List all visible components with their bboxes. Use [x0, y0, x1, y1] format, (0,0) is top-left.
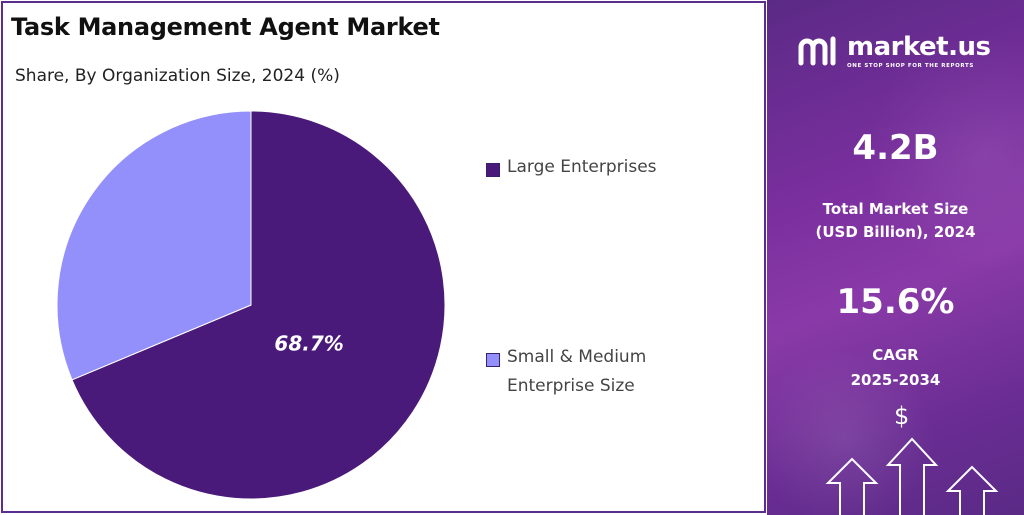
dollar-symbol: $	[894, 402, 910, 430]
info-panel: market.us ONE STOP SHOP FOR THE REPORTS …	[767, 0, 1024, 515]
cagr-label-line1: CAGR	[872, 346, 919, 364]
legend-item-large-enterprises: Large Enterprises	[486, 157, 687, 182]
legend-swatch-large-enterprises	[486, 163, 500, 177]
dollar-icon: $	[894, 402, 909, 430]
pie-slice-small-medium	[56, 110, 252, 381]
market-us-logo-icon	[798, 36, 836, 66]
market-size-label-line2: (USD Billion), 2024	[815, 223, 976, 241]
chart-subtitle: Share, By Organization Size, 2024 (%)	[15, 66, 340, 86]
pie-slice-large-enterprises	[71, 110, 446, 500]
pie-data-label: 68.7%	[274, 332, 343, 356]
pie-chart: 68.7%	[56, 110, 446, 500]
chart-panel: Task Management Agent Market Share, By O…	[1, 1, 766, 513]
cagr-value: 15.6%	[836, 282, 955, 322]
growth-arrows-icon	[825, 437, 999, 515]
cagr-label-line2: 2025-2034	[850, 371, 941, 389]
legend-label-small-medium: Small & Medium Enterprise Size	[507, 347, 647, 396]
background-overlay	[767, 0, 1024, 515]
logo-name: market.us	[847, 32, 991, 62]
logo[interactable]: market.us ONE STOP SHOP FOR THE REPORTS	[797, 32, 991, 69]
chart-title: Task Management Agent Market	[11, 13, 440, 41]
market-size-label-line1: Total Market Size	[822, 200, 969, 218]
legend-swatch-small-medium	[486, 353, 500, 367]
legend-item-small-medium: Small & Medium Enterprise Size	[486, 347, 687, 401]
legend-label-large-enterprises: Large Enterprises	[507, 157, 657, 177]
logo-tagline: ONE STOP SHOP FOR THE REPORTS	[847, 63, 974, 69]
market-size-value: 4.2B	[852, 128, 939, 168]
